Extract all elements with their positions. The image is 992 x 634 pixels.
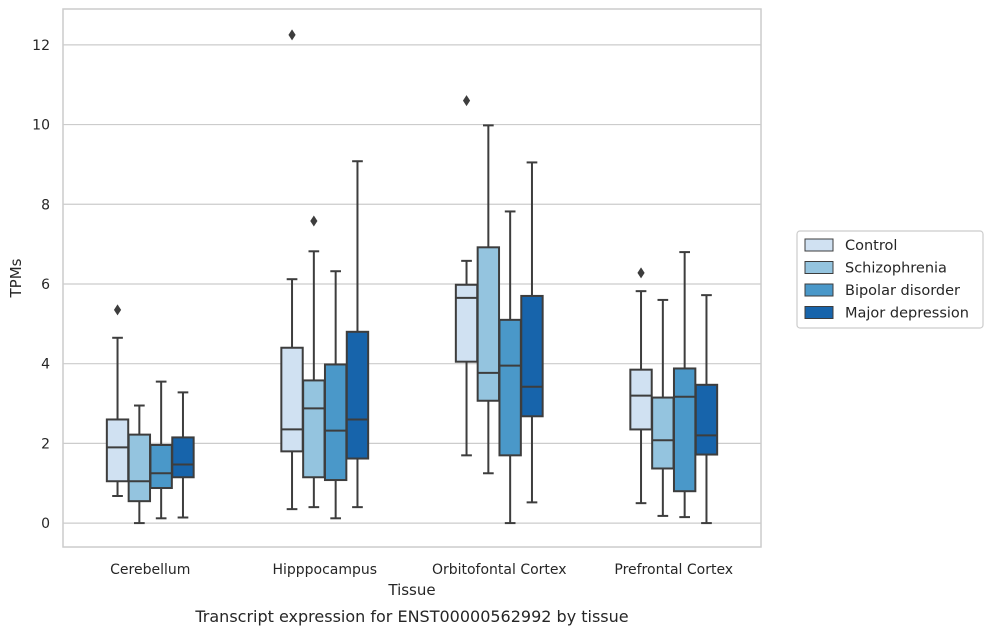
box-major-depression — [171, 391, 195, 519]
y-axis-label: TPMs — [7, 258, 25, 298]
plot-border — [62, 8, 762, 548]
legend-swatch — [804, 283, 834, 297]
x-tick-label: Cerebellum — [110, 562, 190, 578]
box-major-depression — [694, 294, 719, 525]
box-iqr — [323, 363, 348, 482]
box-iqr — [302, 379, 326, 479]
outlier-point — [462, 95, 471, 107]
x-axis-label: Tissue — [387, 581, 435, 599]
outlier-point — [288, 29, 296, 41]
box-iqr — [651, 396, 675, 470]
box-schizophrenia — [302, 215, 326, 509]
chart-caption: Transcript expression for ENST0000056299… — [194, 607, 628, 626]
y-tick-label: 10 — [32, 118, 50, 134]
box-iqr — [694, 383, 719, 456]
outlier-point — [113, 304, 122, 316]
box-iqr — [345, 330, 370, 460]
box-control — [105, 304, 130, 497]
legend-frame — [796, 230, 984, 329]
legend-entry-label: Schizophrenia — [845, 261, 947, 277]
box-control — [629, 267, 653, 505]
box-iqr — [149, 443, 173, 490]
box-major-depression — [520, 161, 544, 504]
plot-frame — [62, 8, 762, 548]
box-bipolar-disorder — [149, 380, 173, 520]
legend-entry-label: Control — [845, 238, 897, 254]
box-iqr — [280, 346, 304, 453]
x-tick-label: Orbitofontal Cortex — [432, 562, 567, 578]
box-iqr — [476, 246, 501, 402]
box-iqr — [520, 294, 544, 418]
y-axis-ticks: 0 2 4 6 8 10 12 — [32, 38, 50, 532]
box-series — [105, 29, 719, 525]
y-tick-label: 2 — [41, 436, 50, 452]
x-tick-label: Prefrontal Cortex — [614, 562, 733, 578]
legend-swatch — [804, 306, 834, 319]
x-axis-ticks: Cerebellum Hipppocampus Orbitofontal Corte… — [110, 562, 733, 578]
y-tick-label: 12 — [32, 38, 50, 54]
y-tick-label: 4 — [41, 357, 50, 373]
box-iqr — [105, 418, 130, 483]
legend: Control Schizophrenia Bipolar disorder Majo… — [796, 230, 984, 329]
box-control — [454, 95, 479, 457]
box-iqr — [629, 368, 653, 431]
box-iqr — [498, 318, 522, 457]
box-iqr — [454, 283, 479, 363]
box-iqr — [127, 433, 152, 503]
box-bipolar-disorder — [672, 251, 697, 519]
y-tick-label: 6 — [41, 277, 50, 293]
box-iqr — [672, 367, 697, 493]
legend-swatch — [804, 238, 834, 252]
box-iqr — [171, 436, 195, 479]
legend-entry-label: Bipolar disorder — [845, 283, 960, 299]
box-major-depression — [345, 160, 370, 509]
legend-swatch — [804, 261, 834, 274]
outlier-point — [637, 267, 645, 279]
legend-entry-label: Major depression — [845, 306, 969, 322]
x-tick-label: Hipppocampus — [272, 562, 377, 578]
y-tick-label: 8 — [41, 197, 50, 213]
y-tick-label: 0 — [41, 516, 50, 532]
outlier-point — [310, 215, 318, 227]
